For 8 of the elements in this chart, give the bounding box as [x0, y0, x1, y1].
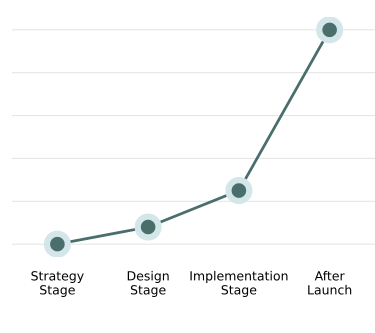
x-tick-label: After Launch — [308, 270, 352, 295]
x-tick-label: Strategy Stage — [31, 271, 84, 297]
point — [225, 177, 252, 204]
x-tick-label: Design Stage — [128, 270, 169, 297]
point — [316, 17, 344, 44]
point — [44, 230, 71, 257]
x-tick-label: Implementation Stage — [190, 270, 288, 297]
point — [134, 213, 162, 241]
